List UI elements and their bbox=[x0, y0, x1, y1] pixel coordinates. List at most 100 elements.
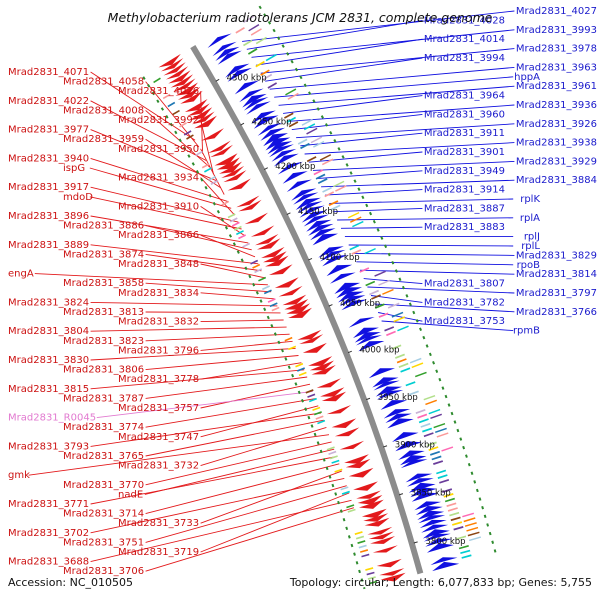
gene-arrow bbox=[383, 409, 411, 419]
outer-dotted-arc bbox=[258, 5, 497, 554]
gene-arrow bbox=[339, 295, 366, 307]
gene-feature bbox=[326, 446, 335, 451]
gene-feature bbox=[346, 504, 355, 509]
gene-arrow bbox=[282, 171, 308, 184]
label-connector bbox=[287, 104, 515, 122]
gene-label-right: Mrad2831_3964 bbox=[424, 91, 505, 102]
gene-feature bbox=[254, 268, 263, 274]
gene-arrow bbox=[400, 459, 428, 469]
gene-arrow bbox=[187, 103, 210, 117]
gene-label-left: Mrad2831_3934 bbox=[118, 173, 199, 184]
gene-label-right: Mrad2831_4027 bbox=[516, 6, 597, 17]
gene-feature bbox=[306, 127, 318, 135]
label-connector bbox=[348, 244, 514, 247]
label-connector bbox=[278, 85, 515, 106]
gene-arrow bbox=[177, 86, 201, 100]
label-connector bbox=[304, 142, 515, 155]
gene-arrow bbox=[320, 249, 346, 262]
gene-arrow bbox=[201, 128, 224, 141]
tick-mark bbox=[286, 212, 291, 216]
gene-label-left: Mrad2831_3771 bbox=[8, 499, 89, 510]
gene-feature bbox=[433, 423, 446, 429]
gene-arrow bbox=[269, 144, 294, 158]
gene-label-left: Mrad2831_3830 bbox=[8, 355, 89, 366]
gene-arrow bbox=[271, 148, 297, 162]
gene-feature-tracks bbox=[153, 15, 481, 585]
tick-label: 4200 kbp bbox=[275, 162, 315, 172]
gene-arrow bbox=[257, 122, 283, 136]
gene-feature bbox=[308, 397, 317, 403]
gene-feature bbox=[331, 459, 340, 464]
gene-label-left: Mrad2831_3824 bbox=[8, 297, 89, 308]
gene-feature bbox=[255, 36, 267, 45]
gene-feature bbox=[297, 138, 308, 145]
gene-arrow bbox=[265, 255, 289, 267]
gene-feature bbox=[284, 112, 294, 119]
label-connector-lines bbox=[28, 10, 515, 572]
gene-arrow bbox=[358, 341, 385, 352]
gene-arrow bbox=[411, 492, 439, 502]
label-connector bbox=[352, 252, 515, 256]
genome-backbone bbox=[190, 45, 424, 575]
gene-arrow bbox=[385, 413, 412, 423]
gene-label-left: Mrad2831_4026 bbox=[118, 86, 199, 97]
gene-feature bbox=[391, 344, 402, 350]
gene-arrow bbox=[356, 490, 381, 499]
gene-feature bbox=[442, 488, 453, 493]
accession-text: Accession: NC_010505 bbox=[8, 576, 133, 589]
gene-arrow bbox=[261, 246, 285, 258]
gene-feature bbox=[367, 576, 376, 580]
gene-feature bbox=[265, 53, 277, 62]
gene-arrow bbox=[301, 210, 328, 223]
gene-label-right: rpoB bbox=[517, 260, 541, 271]
label-connector bbox=[329, 198, 514, 204]
label-connector bbox=[145, 355, 299, 371]
gene-arrow bbox=[263, 251, 287, 263]
gene-feature bbox=[306, 156, 317, 163]
gene-feature bbox=[236, 230, 244, 236]
gene-label-right: Mrad2831_3901 bbox=[424, 147, 505, 158]
label-connector bbox=[316, 170, 423, 180]
gene-feature bbox=[361, 553, 370, 558]
gene-label-left: Mrad2831_3787 bbox=[63, 393, 144, 404]
gene-feature bbox=[162, 93, 171, 100]
gene-arrow bbox=[215, 46, 240, 61]
gene-feature bbox=[260, 69, 270, 76]
gene-label-left: Mrad2831_3896 bbox=[8, 211, 89, 222]
gene-feature bbox=[179, 122, 187, 128]
gene-arrow bbox=[293, 192, 319, 205]
gene-label-left: Mrad2831_3751 bbox=[63, 537, 144, 548]
gene-feature bbox=[255, 60, 265, 68]
gene-arrow bbox=[372, 545, 398, 553]
gene-label-left: Mrad2831_4058 bbox=[63, 77, 144, 88]
gene-feature bbox=[183, 130, 192, 136]
gene-arrow bbox=[243, 97, 269, 111]
gene-arrow bbox=[269, 264, 293, 275]
gene-label-right: rplJ bbox=[524, 232, 540, 243]
gene-arrow bbox=[357, 495, 383, 505]
gene-feature bbox=[453, 526, 464, 531]
tick-mark bbox=[328, 304, 333, 307]
tick-label: 3900 kbp bbox=[395, 440, 435, 450]
label-connector bbox=[145, 419, 324, 457]
gene-label-left: gmk bbox=[8, 470, 30, 481]
gene-feature bbox=[315, 173, 326, 180]
gene-feature bbox=[408, 390, 419, 396]
tick-label: 3950 kbp bbox=[378, 393, 418, 403]
gene-label-left: Mrad2831_3874 bbox=[63, 249, 144, 260]
gene-feature bbox=[405, 381, 416, 387]
gene-arrow bbox=[242, 93, 267, 108]
label-connector bbox=[145, 138, 221, 189]
gene-arrow bbox=[303, 214, 329, 227]
label-connector bbox=[145, 282, 272, 293]
gene-arrow bbox=[236, 195, 260, 208]
gene-arrow bbox=[432, 561, 460, 572]
gene-feature bbox=[374, 303, 385, 309]
gene-arrow bbox=[297, 329, 322, 340]
gene-arrow bbox=[161, 58, 184, 72]
gene-label-left: Mrad2831_3770 bbox=[63, 480, 144, 491]
label-connector bbox=[291, 113, 423, 131]
label-connector bbox=[90, 301, 278, 307]
